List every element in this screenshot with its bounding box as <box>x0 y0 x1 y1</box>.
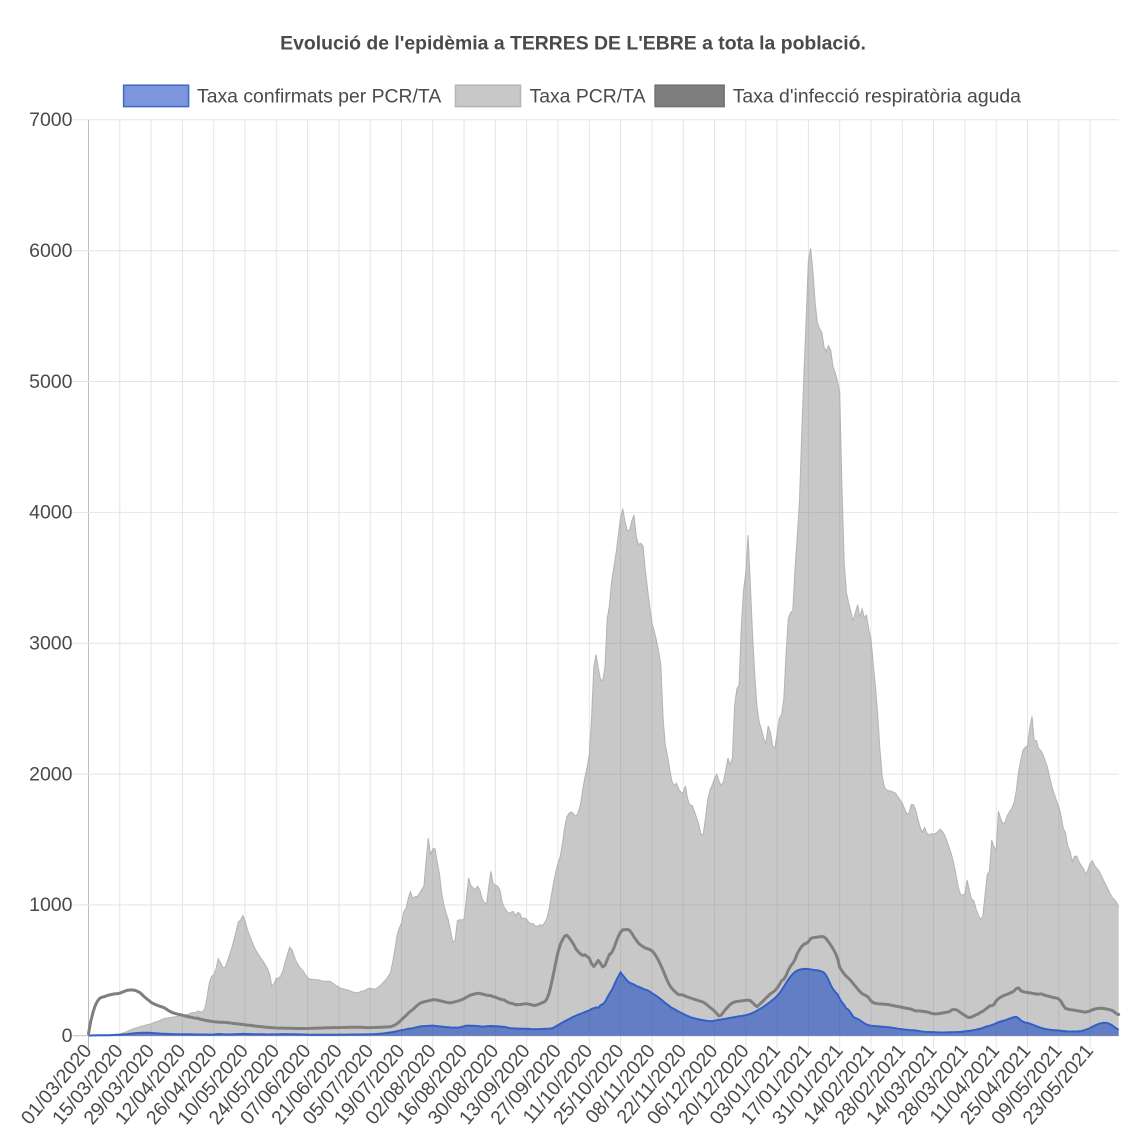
svg-text:Evolució de l'epidèmia a TERRE: Evolució de l'epidèmia a TERRES DE L'EBR… <box>280 33 866 55</box>
svg-text:Taxa d'infecció respiratòria a: Taxa d'infecció respiratòria aguda <box>733 85 1021 107</box>
svg-text:3000: 3000 <box>29 633 73 655</box>
svg-text:6000: 6000 <box>29 240 73 262</box>
svg-text:Taxa confirmats per PCR/TA: Taxa confirmats per PCR/TA <box>197 85 441 107</box>
svg-text:1000: 1000 <box>29 894 73 916</box>
svg-text:Taxa PCR/TA: Taxa PCR/TA <box>530 85 646 107</box>
svg-text:5000: 5000 <box>29 371 73 393</box>
svg-text:4000: 4000 <box>29 502 73 524</box>
svg-text:2000: 2000 <box>29 763 73 785</box>
svg-text:7000: 7000 <box>29 109 73 131</box>
svg-text:0: 0 <box>62 1025 73 1047</box>
